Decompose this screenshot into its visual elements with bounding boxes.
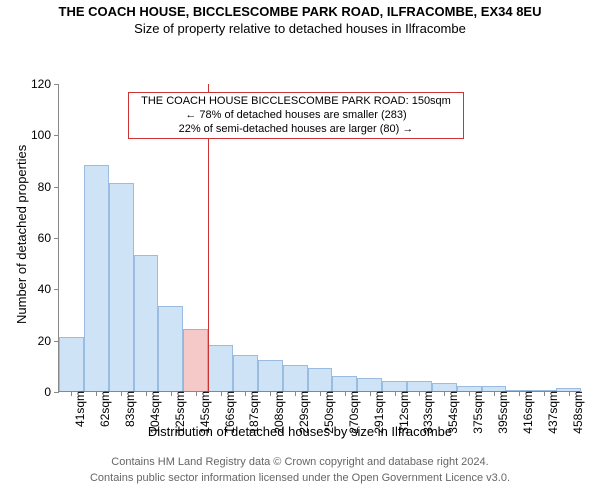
- xtick-label: 62sqm: [92, 391, 112, 427]
- bar: [134, 255, 159, 391]
- footer-line-2: Contains public sector information licen…: [0, 472, 600, 484]
- ytick-label: 20: [38, 334, 59, 348]
- annotation-line-3: 22% of semi-detached houses are larger (…: [135, 123, 457, 137]
- bar: [407, 381, 432, 391]
- bar: [357, 378, 382, 391]
- ytick-label: 120: [31, 77, 59, 91]
- page-title: THE COACH HOUSE, BICCLESCOMBE PARK ROAD,…: [0, 4, 600, 19]
- bar: [258, 360, 283, 391]
- bar: [382, 381, 407, 391]
- bar: [109, 183, 134, 391]
- bar-highlight: [183, 329, 208, 391]
- ytick-label: 100: [31, 128, 59, 142]
- ytick-label: 80: [38, 180, 59, 194]
- bar: [332, 376, 357, 391]
- ytick-label: 40: [38, 282, 59, 296]
- bar: [208, 345, 233, 391]
- bar: [283, 365, 308, 391]
- bar: [84, 165, 109, 391]
- footer-line-1: Contains HM Land Registry data © Crown c…: [0, 456, 600, 468]
- ytick-label: 0: [44, 385, 59, 399]
- bar: [233, 355, 258, 391]
- y-axis-label: Number of detached properties: [14, 145, 29, 324]
- xtick-label: 83sqm: [117, 391, 137, 427]
- annotation-box: THE COACH HOUSE BICCLESCOMBE PARK ROAD: …: [128, 92, 464, 139]
- bar: [158, 306, 183, 391]
- page-subtitle: Size of property relative to detached ho…: [0, 21, 600, 36]
- ytick-label: 60: [38, 231, 59, 245]
- annotation-line-1: THE COACH HOUSE BICCLESCOMBE PARK ROAD: …: [135, 95, 457, 109]
- bar: [59, 337, 84, 391]
- bar: [432, 383, 457, 391]
- bar: [308, 368, 333, 391]
- annotation-line-2: ← 78% of detached houses are smaller (28…: [135, 109, 457, 123]
- xtick-label: 41sqm: [67, 391, 87, 427]
- x-axis-label: Distribution of detached houses by size …: [0, 424, 600, 439]
